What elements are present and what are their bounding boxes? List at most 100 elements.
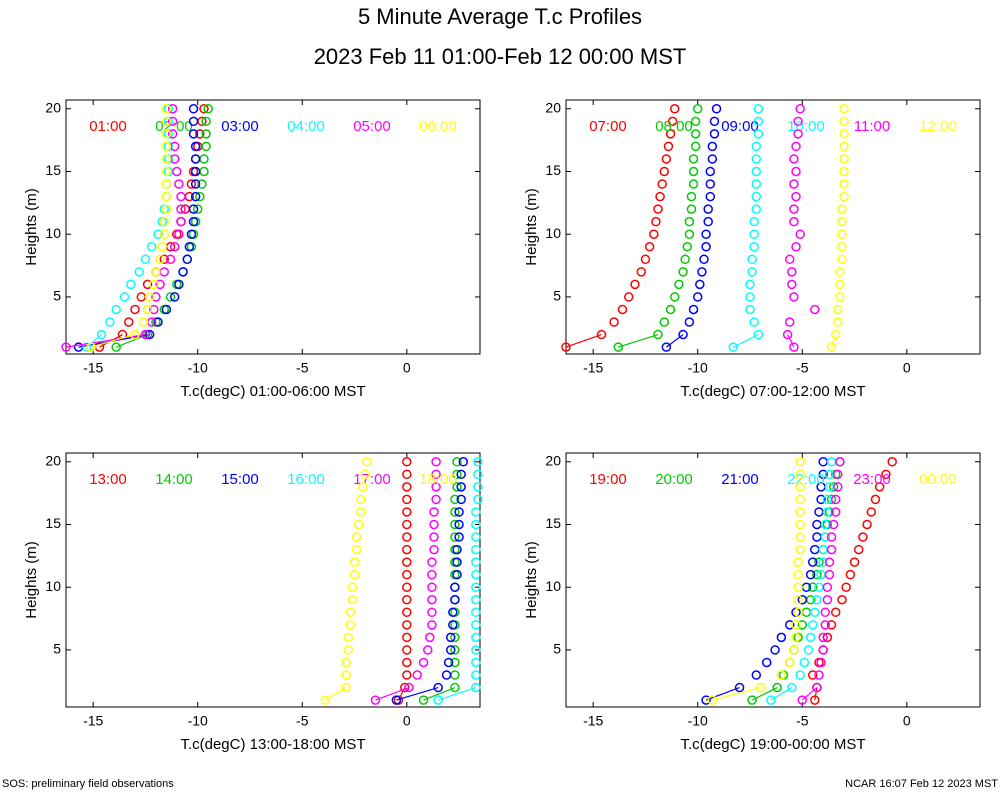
data-point <box>669 292 680 302</box>
data-point <box>161 154 172 164</box>
x-tick-label: -5 <box>796 713 809 729</box>
profile-segment <box>437 686 477 701</box>
data-point <box>699 254 709 265</box>
data-point <box>458 457 469 467</box>
data-point <box>140 254 151 265</box>
data-point <box>845 569 856 580</box>
legend-entry: 14:00 <box>155 471 193 488</box>
data-point <box>445 632 456 643</box>
data-point <box>751 166 762 177</box>
data-point <box>450 632 460 643</box>
data-point <box>787 267 797 277</box>
data-point <box>818 557 828 567</box>
data-point <box>353 519 364 530</box>
data-point <box>749 317 759 327</box>
data-point <box>753 129 764 139</box>
data-point <box>165 292 176 302</box>
data-point <box>839 141 849 152</box>
data-point <box>766 695 776 705</box>
data-point <box>858 532 868 542</box>
data-point <box>728 342 739 352</box>
data-point <box>433 682 443 693</box>
data-point <box>795 469 805 480</box>
data-point <box>835 292 845 302</box>
data-point <box>349 557 360 567</box>
data-point <box>427 595 437 605</box>
data-point <box>751 204 762 214</box>
legend-entry: 07:00 <box>589 118 627 135</box>
y-tick-label: 5 <box>553 641 561 657</box>
data-point <box>755 682 766 693</box>
data-point <box>837 229 847 239</box>
legend-entry: 19:00 <box>589 471 627 488</box>
footer-right: NCAR 16:07 Feb 12 2023 MST <box>845 778 998 790</box>
data-point <box>142 279 153 290</box>
data-point <box>833 469 843 480</box>
data-point <box>870 494 881 505</box>
legend-entry: 16:00 <box>287 471 325 488</box>
data-point <box>201 129 211 139</box>
data-point <box>174 179 184 189</box>
x-tick-label: 0 <box>403 713 411 729</box>
data-point <box>688 166 699 177</box>
data-point <box>195 191 205 202</box>
x-tick-label: -5 <box>796 360 809 376</box>
data-point <box>82 342 92 352</box>
footer-left: SOS: preliminary field observations <box>2 778 174 790</box>
data-point <box>144 292 155 302</box>
data-point <box>753 329 764 340</box>
data-point <box>425 632 435 643</box>
data-point <box>745 279 755 290</box>
x-tick-label: -10 <box>688 713 708 729</box>
data-point <box>709 116 720 127</box>
data-point <box>431 469 441 480</box>
x-axis-label: T.c(degC) 01:00-06:00 MST <box>180 383 365 400</box>
legend-entry: 10:00 <box>787 118 825 135</box>
data-point <box>190 141 201 152</box>
legend-entry: 08:00 <box>655 118 693 135</box>
data-point <box>358 482 368 492</box>
data-point <box>450 657 460 668</box>
data-point <box>747 267 757 277</box>
y-tick-label: 5 <box>53 641 61 657</box>
data-point <box>828 482 839 492</box>
data-point <box>659 166 670 177</box>
data-point <box>789 645 799 655</box>
data-point <box>830 494 841 505</box>
data-point <box>402 482 412 492</box>
title: 5 Minute Average T.c Profiles <box>358 4 642 29</box>
data-point <box>130 304 140 315</box>
data-point <box>431 494 441 505</box>
data-point <box>347 595 358 605</box>
data-point <box>690 116 701 127</box>
data-point <box>341 682 351 693</box>
data-point <box>782 329 793 340</box>
data-point <box>172 166 182 177</box>
x-tick-label: -15 <box>83 360 103 376</box>
data-point <box>835 279 845 290</box>
data-point <box>445 645 456 655</box>
legend-entry: 20:00 <box>655 471 693 488</box>
y-tick-label: 20 <box>545 99 561 115</box>
data-point <box>791 620 801 630</box>
data-point <box>707 154 718 164</box>
data-point <box>351 532 362 542</box>
data-point <box>111 342 121 352</box>
data-point <box>793 595 803 605</box>
data-point <box>153 229 163 239</box>
data-point <box>429 532 439 542</box>
data-point <box>402 494 412 505</box>
data-point <box>795 519 805 530</box>
legend-entry: 11:00 <box>854 118 890 135</box>
y-tick-label: 20 <box>45 99 61 115</box>
data-point <box>402 569 412 580</box>
data-point <box>791 632 801 643</box>
data-point <box>186 179 197 189</box>
data-point <box>690 141 701 152</box>
data-point <box>471 645 481 655</box>
data-point <box>138 317 149 327</box>
data-point <box>454 532 464 542</box>
data-point <box>161 141 172 152</box>
data-point <box>146 242 157 252</box>
data-point <box>61 342 71 352</box>
